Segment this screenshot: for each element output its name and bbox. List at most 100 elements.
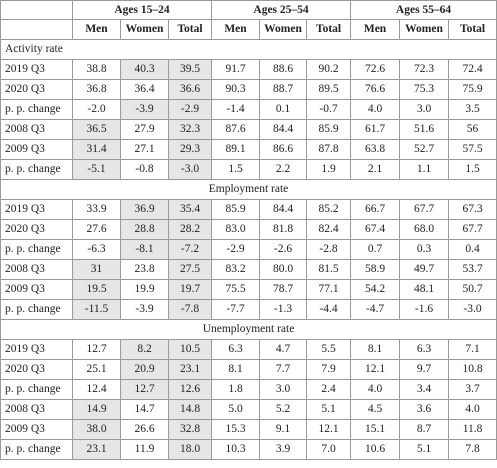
value-cell: -3.0 <box>167 159 213 180</box>
section-row: Unemployment rate <box>0 319 497 340</box>
col-header-total: Total <box>448 19 497 40</box>
value-cell: -1.4 <box>211 99 261 120</box>
value-cell: 91.7 <box>211 59 261 80</box>
value-cell: 23.1 <box>167 359 213 380</box>
row-label: 2008 Q3 <box>0 399 73 420</box>
value-cell: 2.1 <box>350 159 401 180</box>
table-row: 2009 Q3 19.5 19.9 19.7 75.5 78.7 77.1 54.2 48.1 5… <box>0 279 497 300</box>
value-cell: 56 <box>448 119 497 140</box>
value-cell: 3.7 <box>448 379 497 400</box>
table-row: 2019 Q3 12.7 8.2 10.5 6.3 4.7 5.5 8.1 6.3 7.1 <box>0 339 497 360</box>
section-row: Employment rate <box>0 179 497 200</box>
value-cell: 3.0 <box>399 99 450 120</box>
value-cell: 50.7 <box>448 279 497 300</box>
value-cell: -4.4 <box>306 299 352 320</box>
value-cell: 75.5 <box>211 279 261 300</box>
value-cell: 76.6 <box>350 79 401 100</box>
value-cell: 75.9 <box>448 79 497 100</box>
value-cell: -8.1 <box>120 239 169 260</box>
row-label: 2019 Q3 <box>0 199 73 220</box>
value-cell: 51.6 <box>399 119 450 140</box>
value-cell: -2.6 <box>259 239 308 260</box>
value-cell: -3.0 <box>448 299 497 320</box>
value-cell: 83.0 <box>211 219 261 240</box>
value-cell: 36.9 <box>120 199 169 220</box>
value-cell: 78.7 <box>259 279 308 300</box>
value-cell: 29.3 <box>167 139 213 160</box>
value-cell: 61.7 <box>350 119 401 140</box>
value-cell: 7.8 <box>448 439 497 460</box>
value-cell: 8.2 <box>120 339 169 360</box>
value-cell: 84.4 <box>259 119 308 140</box>
col-header-women: Women <box>399 19 450 40</box>
value-cell: -3.9 <box>120 299 169 320</box>
value-cell: 36.4 <box>120 79 169 100</box>
value-cell: 14.9 <box>72 399 121 420</box>
value-cell: 8.7 <box>399 419 450 440</box>
value-cell: 0.1 <box>259 99 308 120</box>
value-cell: 52.7 <box>399 139 450 160</box>
value-cell: 82.4 <box>306 219 352 240</box>
value-cell: 5.1 <box>399 439 450 460</box>
value-cell: 77.1 <box>306 279 352 300</box>
row-label: 2019 Q3 <box>0 59 73 80</box>
value-cell: 15.1 <box>350 419 401 440</box>
value-cell: 32.3 <box>167 119 213 140</box>
value-cell: 88.6 <box>259 59 308 80</box>
value-cell: 85.9 <box>211 199 261 220</box>
value-cell: 8.1 <box>350 339 401 360</box>
value-cell: 39.5 <box>167 59 213 80</box>
value-cell: 67.7 <box>448 219 497 240</box>
value-cell: -0.8 <box>120 159 169 180</box>
value-cell: 3.9 <box>259 439 308 460</box>
table-row: 2020 Q3 25.1 20.9 23.1 8.1 7.7 7.9 12.1 9.7 10.8 <box>0 359 497 380</box>
value-cell: -3.9 <box>120 99 169 120</box>
value-cell: 38.0 <box>72 419 121 440</box>
section-row: Activity rate <box>0 39 497 60</box>
value-cell: 63.8 <box>350 139 401 160</box>
value-cell: 0.7 <box>350 239 401 260</box>
value-cell: 32.8 <box>167 419 213 440</box>
value-cell: -2.0 <box>72 99 121 120</box>
value-cell: 12.1 <box>350 359 401 380</box>
value-cell: -5.1 <box>72 159 121 180</box>
value-cell: 27.9 <box>120 119 169 140</box>
value-cell: 67.7 <box>399 199 450 220</box>
value-cell: 2.4 <box>306 379 352 400</box>
value-cell: 67.4 <box>350 219 401 240</box>
value-cell: -1.6 <box>399 299 450 320</box>
value-cell: 5.5 <box>306 339 352 360</box>
row-label: 2008 Q3 <box>0 119 73 140</box>
row-label: p. p. change <box>0 439 73 460</box>
age-group-55-64: Ages 55–64 <box>350 0 497 20</box>
value-cell: 7.0 <box>306 439 352 460</box>
row-label: 2009 Q3 <box>0 279 73 300</box>
value-cell: 1.1 <box>399 159 450 180</box>
value-cell: -4.7 <box>350 299 401 320</box>
value-cell: -2.9 <box>211 239 261 260</box>
value-cell: 36.6 <box>167 79 213 100</box>
value-cell: 4.7 <box>259 339 308 360</box>
value-cell: 36.5 <box>72 119 121 140</box>
value-cell: 27.1 <box>120 139 169 160</box>
section-title: Unemployment rate <box>0 319 497 340</box>
value-cell: 12.7 <box>72 339 121 360</box>
value-cell: -7.8 <box>167 299 213 320</box>
value-cell: 20.9 <box>120 359 169 380</box>
table-row: 2019 Q3 33.9 36.9 35.4 85.9 84.4 85.2 66.7 67.7 6… <box>0 199 497 220</box>
value-cell: 4.0 <box>350 99 401 120</box>
value-cell: 1.5 <box>211 159 261 180</box>
value-cell: -7.7 <box>211 299 261 320</box>
value-cell: 18.0 <box>167 439 213 460</box>
corner-cell <box>0 0 73 20</box>
table-row: 2008 Q3 36.5 27.9 32.3 87.6 84.4 85.9 61.7 51.6 5… <box>0 119 497 140</box>
table-row: 2020 Q3 27.6 28.8 28.2 83.0 81.8 82.4 67.4 68.0 6… <box>0 219 497 240</box>
value-cell: -7.2 <box>167 239 213 260</box>
value-cell: 10.5 <box>167 339 213 360</box>
value-cell: 49.7 <box>399 259 450 280</box>
value-cell: 57.5 <box>448 139 497 160</box>
row-label: 2020 Q3 <box>0 79 73 100</box>
value-cell: 27.6 <box>72 219 121 240</box>
value-cell: 31 <box>72 259 121 280</box>
value-cell: 86.6 <box>259 139 308 160</box>
